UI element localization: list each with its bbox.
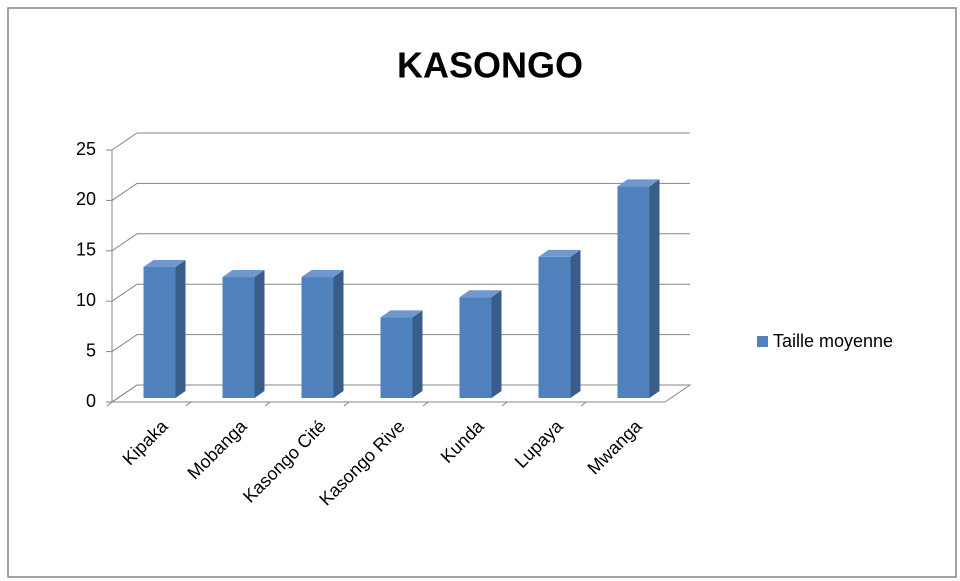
bar	[380, 310, 423, 398]
bar-front	[459, 297, 492, 398]
legend-swatch	[757, 336, 768, 347]
x-tick-mark	[106, 401, 113, 407]
y-tick-label: 15	[76, 240, 96, 260]
bar-front	[617, 186, 650, 398]
x-tick-mark	[343, 401, 350, 407]
bar-front	[538, 256, 571, 398]
grid-line	[111, 334, 690, 353]
bar	[538, 249, 581, 398]
bar-side	[254, 270, 265, 398]
bar-front	[380, 317, 413, 398]
y-tick-label: 5	[86, 340, 96, 360]
y-tick-label: 25	[76, 139, 96, 159]
bar-top	[143, 259, 186, 267]
grid-line	[111, 283, 690, 302]
y-tick-label: 10	[76, 290, 96, 310]
bar-side	[175, 259, 186, 398]
bar-top	[617, 179, 660, 187]
bar	[143, 259, 186, 398]
x-tick-mark	[422, 401, 429, 407]
bar-side	[333, 270, 344, 398]
bar	[617, 179, 660, 398]
bar-side	[570, 249, 581, 398]
bar-side	[491, 290, 502, 398]
bar-top	[459, 290, 502, 298]
x-tick-mark	[185, 401, 192, 407]
grid-line	[111, 384, 690, 403]
bar	[459, 290, 502, 398]
chart-title: KASONGO	[397, 45, 583, 86]
x-tick-mark	[264, 401, 271, 407]
bar-top	[301, 270, 344, 278]
x-tick-mark	[580, 401, 587, 407]
grid-line	[111, 182, 690, 201]
legend-label: Taille moyenne	[773, 331, 893, 351]
bar-top	[222, 270, 265, 278]
grid-line	[111, 132, 690, 151]
y-tick-label: 20	[76, 189, 96, 209]
bar-front	[301, 277, 334, 398]
bar	[301, 270, 344, 398]
bar-top	[380, 310, 423, 318]
bar-front	[143, 266, 176, 398]
bar-side	[412, 310, 423, 398]
bar	[222, 270, 265, 398]
bar-top	[538, 249, 581, 257]
bar-side	[649, 179, 660, 398]
bar-front	[222, 277, 255, 398]
x-tick-mark	[501, 401, 508, 407]
y-tick-label: 0	[86, 391, 96, 411]
grid-line	[111, 233, 690, 252]
